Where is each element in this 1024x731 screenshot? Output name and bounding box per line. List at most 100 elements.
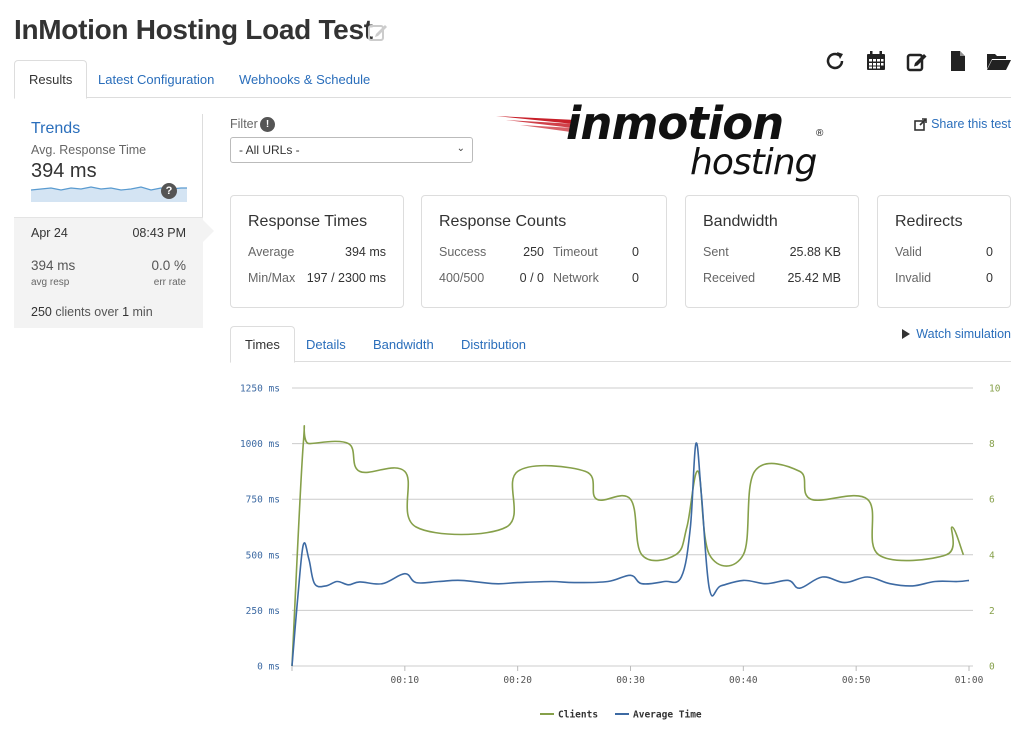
logo-registered-mark: ® [816, 128, 824, 139]
trends-heading[interactable]: Trends [31, 120, 81, 137]
run-clients-summary: 250 clients over 1 min [31, 305, 153, 319]
minmax-label: Min/Max [248, 271, 296, 285]
tab-latest-configuration[interactable]: Latest Configuration [98, 71, 215, 87]
network-label: Network [553, 271, 599, 285]
timeout-label: Timeout [553, 245, 598, 259]
main-tabs: Results Latest Configuration Webhooks & … [14, 60, 1011, 99]
response-counts-title: Response Counts [439, 213, 567, 230]
run-err-rate-label: err rate [153, 277, 186, 288]
edit-icon[interactable] [904, 48, 930, 74]
share-icon [914, 117, 927, 131]
url-filter-select[interactable]: - All URLs - ⌄ [230, 137, 473, 163]
sent-value: 25.88 KB [789, 245, 841, 259]
logo-text-hosting: hosting [690, 142, 817, 183]
trend-help-icon[interactable]: ? [161, 183, 177, 199]
y-right-tick-label: 6 [989, 495, 995, 506]
x-tick-label: 00:50 [842, 675, 871, 686]
y-left-tick-label: 500 ms [246, 550, 280, 561]
logo-swoosh [496, 116, 576, 132]
url-filter-value: - All URLs - [239, 143, 300, 157]
response-times-title: Response Times [248, 213, 368, 230]
bandwidth-title: Bandwidth [703, 213, 778, 230]
network-value: 0 [632, 271, 639, 285]
chart-tabs: Times Details Bandwidth Distribution [230, 326, 1011, 363]
success-label: Success [439, 245, 487, 259]
tab-webhooks-schedule[interactable]: Webhooks & Schedule [239, 71, 371, 87]
toolbar [822, 48, 1012, 74]
y-left-tick-label: 250 ms [246, 606, 280, 617]
edit-title-icon[interactable] [367, 21, 389, 43]
x-tick-label: 00:30 [616, 675, 645, 686]
filter-label: Filter [230, 117, 258, 131]
x-tick-label: 00:10 [391, 675, 420, 686]
series-line-average-time [291, 442, 970, 667]
y-left-tick-label: 750 ms [246, 495, 280, 506]
legend-label-clients: Clients [558, 710, 598, 721]
share-test-label: Share this test [931, 117, 1011, 131]
test-run-item[interactable]: Apr 24 08:43 PM 394 ms avg resp 0.0 % er… [14, 217, 203, 328]
run-clients-count: 250 [31, 305, 52, 319]
page-title: InMotion Hosting Load Test [14, 14, 373, 45]
tab-distribution[interactable]: Distribution [461, 336, 527, 352]
response-times-card: Response Times Average 394 ms Min/Max 19… [230, 195, 404, 308]
redirects-title: Redirects [895, 213, 963, 230]
timeout-value: 0 [632, 245, 639, 259]
y-left-tick-label: 0 ms [257, 662, 280, 673]
run-duration-unit: min [132, 305, 153, 319]
tab-results[interactable]: Results [14, 60, 88, 99]
invalid-value: 0 [986, 271, 993, 285]
response-times-chart: 0 ms 250 ms 500 ms 750 ms 1000 ms 1250 ms 0 2 4 6… [240, 384, 1001, 721]
received-label: Received [703, 271, 756, 285]
filter-info-icon[interactable]: ! [260, 117, 275, 132]
run-clients-mid: clients over [55, 305, 119, 319]
document-icon[interactable] [945, 48, 971, 74]
chevron-down-icon: ⌄ [456, 143, 465, 154]
x-tick-label: 01:00 [955, 675, 984, 686]
y-right-tick-label: 2 [989, 606, 995, 617]
folder-open-icon[interactable] [986, 48, 1012, 74]
x-tick-label: 00:20 [503, 675, 532, 686]
x-tick-label: 00:40 [729, 675, 758, 686]
watch-simulation-link[interactable]: Watch simulation [902, 327, 1011, 341]
y-left-tick-label: 1250 ms [240, 384, 280, 395]
y-left-tick-label: 1000 ms [240, 439, 280, 450]
run-duration: 1 [122, 305, 130, 319]
tab-times[interactable]: Times [230, 326, 295, 363]
tab-bandwidth[interactable]: Bandwidth [373, 336, 434, 352]
trend-metric-label: Avg. Response Time [31, 143, 147, 157]
response-counts-card: Response Counts Success 250 Timeout 0 40… [421, 195, 667, 308]
http-400-500-label: 400/500 [439, 271, 485, 285]
tab-details[interactable]: Details [306, 336, 346, 352]
series-line-clients [291, 425, 965, 667]
run-avg-resp-label: avg resp [31, 277, 70, 288]
refresh-icon[interactable] [822, 48, 848, 74]
invalid-label: Invalid [895, 271, 932, 285]
legend-label-average-time: Average Time [633, 710, 702, 721]
calendar-icon[interactable] [863, 48, 889, 74]
minmax-value: 197 / 2300 ms [306, 271, 386, 285]
redirects-card: Redirects Valid 0 Invalid 0 [877, 195, 1011, 308]
bandwidth-card: Bandwidth Sent 25.88 KB Received 25.42 M… [685, 195, 859, 308]
received-value: 25.42 MB [787, 271, 841, 285]
y-right-tick-label: 4 [989, 550, 995, 561]
run-avg-resp: 394 ms [31, 258, 76, 273]
y-right-tick-label: 8 [989, 439, 995, 450]
success-value: 250 [523, 245, 544, 259]
share-test-link[interactable]: Share this test [914, 117, 1011, 131]
play-icon [902, 329, 911, 339]
run-err-rate: 0.0 % [151, 258, 186, 273]
trends-sidebar: Trends Avg. Response Time 394 ms ? Apr 2… [14, 114, 214, 328]
sent-label: Sent [703, 245, 729, 259]
selected-run-arrow [202, 219, 214, 243]
valid-value: 0 [986, 245, 993, 259]
watch-simulation-label: Watch simulation [916, 327, 1011, 341]
run-time: 08:43 PM [132, 226, 186, 240]
average-label: Average [248, 245, 295, 259]
run-date: Apr 24 [31, 226, 68, 240]
y-right-tick-label: 10 [989, 384, 1001, 395]
trend-metric-value: 394 ms [31, 160, 97, 182]
average-value: 394 ms [345, 245, 386, 259]
y-right-tick-label: 0 [989, 662, 995, 673]
valid-label: Valid [895, 245, 922, 259]
logo-text-inmotion: inmotion [566, 97, 784, 150]
